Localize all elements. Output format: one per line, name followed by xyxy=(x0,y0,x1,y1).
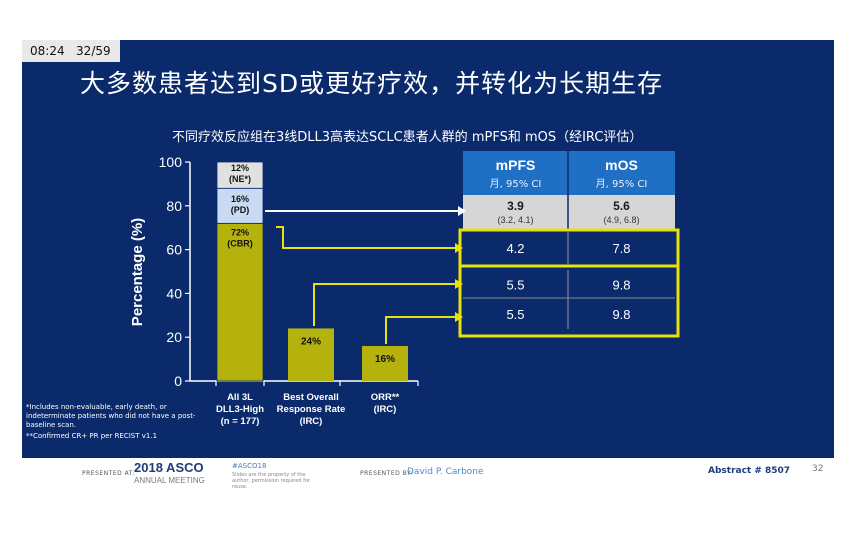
x-category-label: (IRC) xyxy=(300,416,323,427)
table-header-sub-0: 月, 95% CI xyxy=(490,178,542,190)
stacked-bar-segment xyxy=(216,187,264,224)
table-row-bg xyxy=(463,299,675,329)
table-header-sub-1: 月, 95% CI xyxy=(596,178,648,190)
stacked-bar-label: (CBR) xyxy=(227,238,253,248)
presented-by-label: PRESENTED BY: xyxy=(360,470,413,477)
table-cell-value: 5.5 xyxy=(506,307,524,322)
asco-logo-subtitle: ANNUAL MEETING xyxy=(134,476,205,485)
slide-subtitle: 不同疗效反应组在3线DLL3高表达SCLC患者人群的 mPFS和 mOS（经IR… xyxy=(172,130,643,145)
slide-title: 大多数患者达到SD或更好疗效，并转化为长期生存 xyxy=(80,69,664,98)
footnote-line-3: baseline scan. xyxy=(26,421,76,429)
table-header-0: mPFS xyxy=(496,157,536,173)
y-tick-label: 0 xyxy=(174,373,182,389)
y-tick-label: 80 xyxy=(166,198,182,214)
footnote-line-2: indeterminate patients who did not have … xyxy=(26,412,196,420)
response-bar xyxy=(362,345,408,381)
x-category-label: All 3L xyxy=(227,392,253,403)
table-row-bg xyxy=(463,270,675,299)
page-counter: 32/59 xyxy=(76,44,111,58)
slide-footer: PRESENTED AT: 2018 ASCO ANNUAL MEETING #… xyxy=(22,458,834,496)
connector-cbr xyxy=(276,226,458,249)
table-cell-value: 4.2 xyxy=(506,241,524,256)
table-cell-value: 5.6 xyxy=(613,199,630,213)
x-category-label: ORR** xyxy=(371,392,400,403)
connector-orr-arrowhead xyxy=(455,312,463,322)
table-cell-value: 9.8 xyxy=(612,307,630,322)
response-bar-label: 16% xyxy=(375,354,395,365)
stacked-bar-label: 16% xyxy=(231,194,249,204)
y-tick-label: 40 xyxy=(166,285,182,301)
table-header-bg xyxy=(463,151,675,195)
table-header-1: mOS xyxy=(605,157,638,173)
stacked-bar-label: (PD) xyxy=(231,205,250,215)
abstract-number: Abstract # 8507 xyxy=(708,466,791,476)
y-tick-label: 60 xyxy=(166,242,182,258)
presenter-name: David P. Carbone xyxy=(407,467,484,477)
y-tick-label: 20 xyxy=(166,329,182,345)
table-cell-value: 3.9 xyxy=(507,199,524,213)
response-bar-label: 24% xyxy=(301,336,321,347)
x-category-label: (n = 177) xyxy=(221,416,260,427)
response-bar xyxy=(288,328,334,381)
table-cell-ci: (3.2, 4.1) xyxy=(497,215,533,225)
y-tick-label: 100 xyxy=(159,154,183,170)
table-row-grey-bg xyxy=(463,195,675,230)
table-cell-value: 7.8 xyxy=(612,241,630,256)
connector-pd-arrowhead xyxy=(458,206,466,216)
connector-bor-arrowhead xyxy=(455,279,463,289)
stacked-bar-label: 72% xyxy=(231,227,249,237)
x-category-label: Response Rate xyxy=(277,404,346,415)
stacked-bar-label: (NE*) xyxy=(229,174,251,184)
table-cell-value: 5.5 xyxy=(506,278,524,293)
footnote-line-1: *Includes non-evaluable, early death, or xyxy=(26,403,167,411)
y-axis-label: Percentage (%) xyxy=(129,218,146,326)
table-cell-ci: (4.9, 6.8) xyxy=(603,215,639,225)
table-cell-value: 9.8 xyxy=(612,278,630,293)
stacked-bar-label: 12% xyxy=(231,163,249,173)
stacked-bar-segment xyxy=(216,222,264,382)
asco-logo-year: 2018 ASCO xyxy=(134,460,204,475)
table-row-bg xyxy=(463,232,675,264)
stacked-bar-segment xyxy=(216,161,264,189)
presented-at-label: PRESENTED AT: xyxy=(82,470,135,477)
connector-bor xyxy=(313,283,458,326)
connector-cbr-arrowhead xyxy=(455,243,463,253)
x-category-label: Best Overall xyxy=(283,392,338,403)
disclaimer: Slides are the property of the author, p… xyxy=(232,472,310,490)
connector-orr xyxy=(385,316,458,344)
footnote-line-4: **Confirmed CR+ PR per RECIST v1.1 xyxy=(26,432,158,440)
x-category-label: DLL3-High xyxy=(216,404,264,415)
highlight-box-response xyxy=(458,264,680,338)
slide-counter-bar: 08:24 32/59 xyxy=(22,40,120,62)
hashtag: #ASCO18 xyxy=(232,462,267,470)
footer-page-number: 32 xyxy=(812,464,824,474)
time-display: 08:24 xyxy=(30,44,65,58)
x-category-label: (IRC) xyxy=(374,404,397,415)
